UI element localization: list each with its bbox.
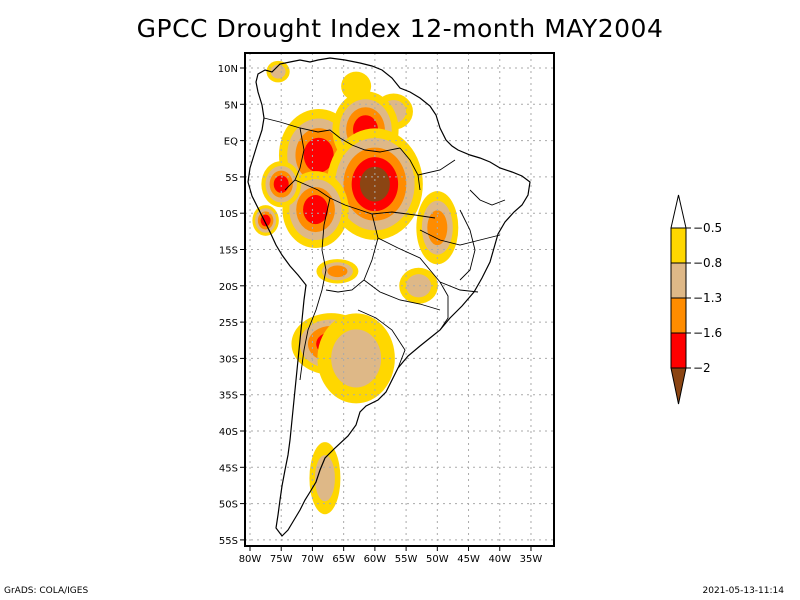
coastline-layer [247,57,531,537]
colorbar-label: −1.6 [693,326,722,340]
drought-contour--1.3_to_-0.8 [406,274,432,298]
x-tick-label: 45W [457,554,480,565]
drought-region-amazon-central [326,128,423,240]
x-tick-label: 35W [520,554,543,565]
colorbar-swatch [670,262,687,299]
x-tick-label: 60W [364,554,387,565]
drought-contour-below_-2 [359,166,390,202]
y-tick-label: 55S [219,536,238,547]
drought-contour--1.3_to_-0.8 [314,454,335,502]
drought-contour--2_to_-1.6 [273,175,289,193]
y-tick-label: 10S [219,209,238,220]
colorbar-label: −0.8 [693,256,722,270]
colorbar-legend: −0.5 −0.8 −1.3 −1.6 −2 [670,194,722,405]
y-tick-label: 30S [219,354,238,365]
drought-region-peru-north [261,161,302,208]
map-frame [244,52,555,547]
y-tick-label: EQ [224,137,238,148]
footer-timestamp: 2021-05-13-11:14 [702,586,785,596]
x-tick-label: 50W [426,554,449,565]
drought-contour--2_to_-1.6 [303,195,329,225]
y-tick-label: 10N [218,64,238,75]
longitude-axis: 80W 75W 70W 65W 60W 55W 50W 45W 40W 35W [239,546,543,565]
y-tick-label: 5S [225,173,238,184]
colorbar-bottom-arrow [670,367,687,405]
x-tick-label: 80W [239,554,262,565]
colorbar-swatch [670,297,687,334]
colorbar-top-arrow [670,194,687,229]
drought-contour--1.6_to_-1.3 [327,265,348,278]
colorbar-label: −1.3 [693,291,722,305]
y-tick-label: 35S [219,391,238,402]
colorbar-label: −2 [693,361,711,375]
drought-region-peru-coast [252,205,279,236]
drought-region-patagonia [309,442,341,515]
gridlines [245,53,554,546]
drought-region-bolivia-altiplano [316,259,359,284]
country-borders [263,117,506,381]
footer-credit: GrADS: COLA/IGES [4,586,89,596]
drought-region-argentina-central [317,313,395,404]
y-tick-label: 15S [219,246,238,257]
y-tick-label: 40S [219,427,238,438]
x-tick-label: 70W [301,554,324,565]
y-tick-label: 45S [219,463,238,474]
y-tick-label: 25S [219,318,238,329]
y-tick-label: 5N [224,100,238,111]
drought-contour--1.3_to_-0.8 [331,329,382,388]
drought-region-mato-grosso-s [399,267,438,304]
x-tick-label: 55W [395,554,418,565]
x-tick-label: 65W [332,554,355,565]
colorbar-swatch [670,227,687,264]
y-tick-label: 20S [219,282,238,293]
drought-contour--2_to_-1.6 [303,137,334,173]
colorbar-label: −0.5 [693,221,722,235]
chart-title: GPCC Drought Index 12-month MAY2004 [136,14,664,43]
y-tick-label: 50S [219,500,238,511]
south-america-coastline [247,57,531,537]
x-tick-label: 40W [488,554,511,565]
colorbar-swatch [670,332,687,369]
latitude-axis: 10N 5N EQ 5S 10S 15S 20S 25S 30S 35S 40S 45S 50S 55S [218,64,245,547]
x-tick-label: 75W [270,554,293,565]
